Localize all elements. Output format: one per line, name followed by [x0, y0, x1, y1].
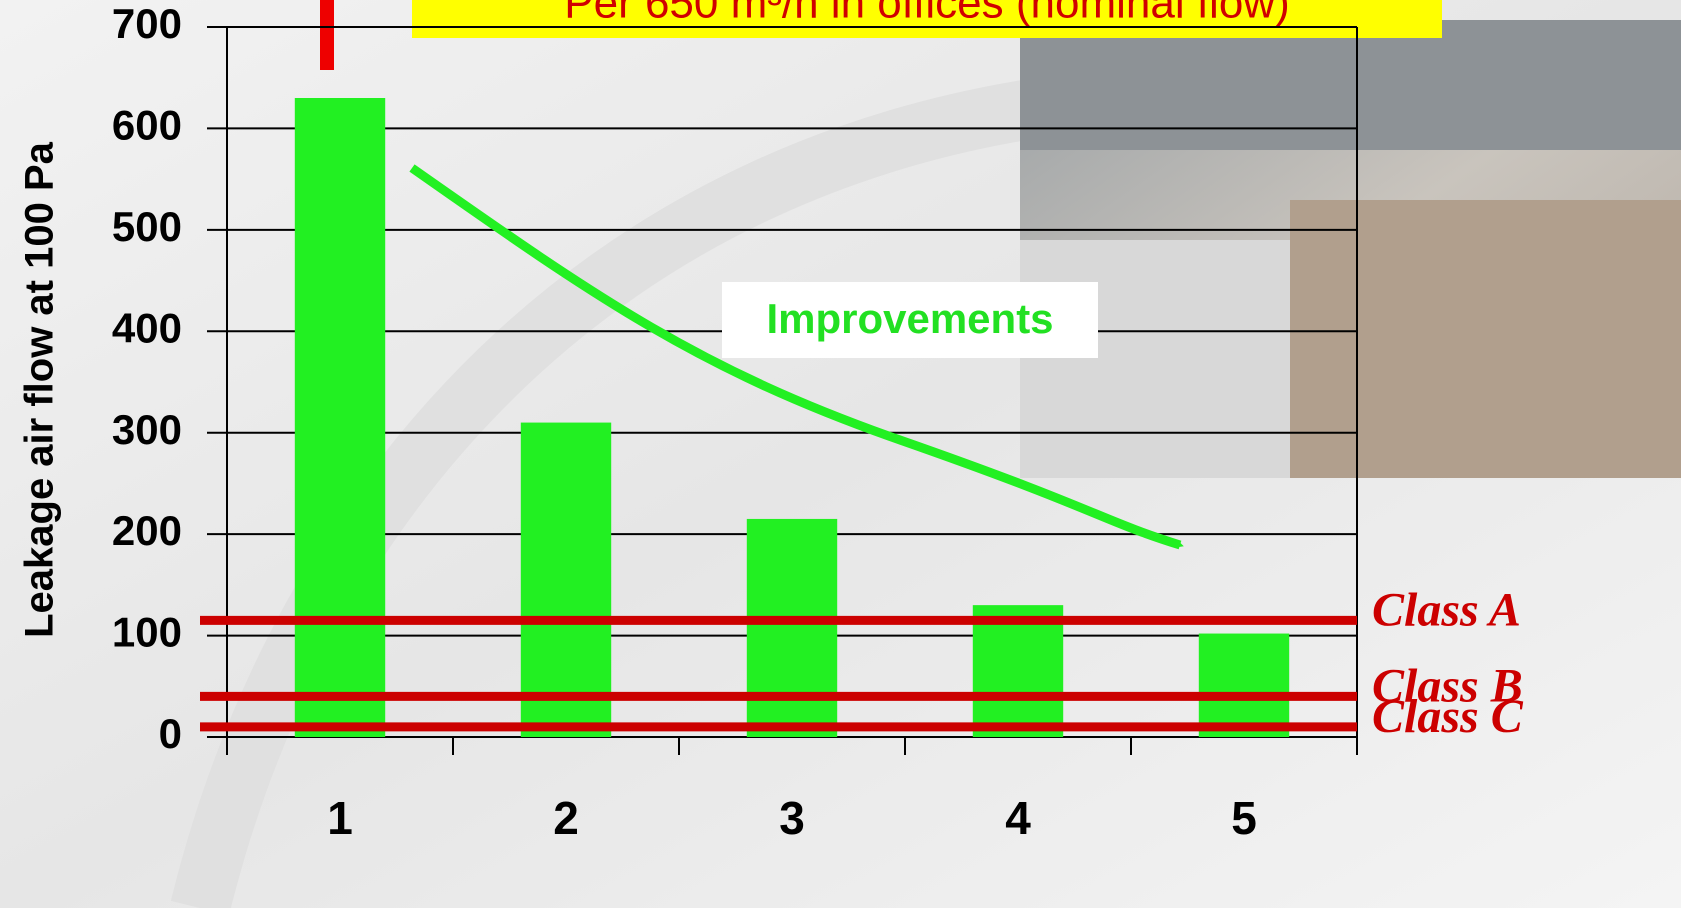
reference-label: Class A — [1372, 583, 1521, 636]
y-tick-label: 300 — [112, 406, 182, 453]
photo-panel — [1020, 240, 1290, 478]
y-tick-label: 0 — [159, 710, 182, 757]
x-tick-label: 1 — [327, 792, 353, 844]
y-tick-label: 700 — [112, 0, 182, 47]
trend-arrow — [409, 164, 1184, 550]
title-box — [412, 0, 1442, 38]
y-tick-label: 100 — [112, 609, 182, 656]
annotation-box — [722, 282, 1098, 358]
x-tick-label: 5 — [1231, 792, 1257, 844]
bar — [746, 518, 838, 737]
photo-brick-wall — [1290, 200, 1681, 478]
x-tick-label: 3 — [779, 792, 805, 844]
y-tick-label: 400 — [112, 304, 182, 351]
bar — [972, 605, 1064, 737]
chart-title: Per 650 m³/h in offices (nominal flow) — [564, 0, 1289, 28]
annotation: Improvements — [766, 295, 1053, 342]
red-indicator — [320, 0, 334, 70]
y-axis-label: Leakage air flow at 100 Pa — [18, 141, 62, 638]
bar — [1198, 633, 1290, 737]
y-tick-label: 500 — [112, 203, 182, 250]
y-tick-label: 600 — [112, 102, 182, 149]
reference-label: Class C — [1372, 690, 1524, 743]
x-tick-label: 2 — [553, 792, 579, 844]
x-tick-label: 4 — [1005, 792, 1031, 844]
photo — [1020, 20, 1681, 478]
bar — [294, 98, 386, 737]
y-tick-label: 200 — [112, 507, 182, 554]
photo-duct — [1020, 20, 1681, 150]
bar — [520, 422, 612, 737]
reference-label: Class B — [1372, 659, 1523, 712]
